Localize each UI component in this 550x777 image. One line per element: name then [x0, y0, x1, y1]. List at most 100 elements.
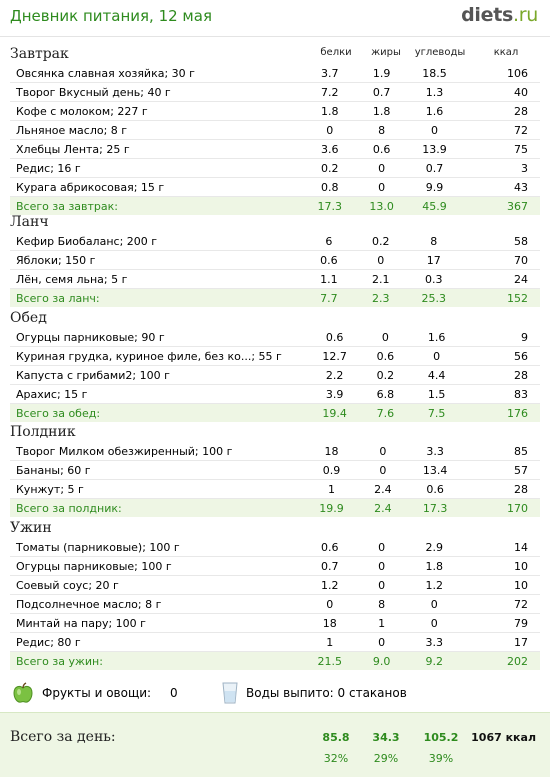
- total-protein: 21.5: [301, 651, 358, 670]
- food-name[interactable]: Овсянка славная хозяйка; 30 г: [10, 64, 302, 83]
- protein-value: 1: [303, 479, 360, 499]
- meal-title-dinner: Обед: [10, 310, 47, 326]
- fat-value: 0.2: [361, 365, 409, 385]
- total-kcal: 152: [462, 288, 540, 307]
- protein-value: 1.8: [301, 101, 358, 121]
- meal-table-lunch: Кефир Биобаланс; 200 г 6 0.2 8 58 Яблоки; 15…: [10, 232, 540, 307]
- fat-value: 1.9: [357, 64, 406, 83]
- table-row: Творог Вкусный день; 40 г 7.2 0.7 1.3 40: [10, 82, 540, 102]
- column-kcal: ккал: [493, 47, 519, 58]
- carbs-value: 0: [405, 594, 463, 614]
- glass-icon: [222, 682, 238, 704]
- food-name[interactable]: Бананы; 60 г: [10, 460, 304, 480]
- meal-title-supper: Ужин: [10, 520, 52, 536]
- carbs-value: 13.9: [405, 139, 464, 159]
- table-row: Кофе с молоком; 227 г 1.8 1.8 1.6 28: [10, 101, 540, 121]
- food-name[interactable]: Капуста с грибами2; 100 г: [10, 365, 308, 385]
- carbs-value: 1.2: [405, 575, 463, 595]
- fat-value: 0: [357, 575, 406, 595]
- kcal-value: 10: [462, 556, 540, 576]
- table-row: Капуста с грибами2; 100 г 2.2 0.2 4.4 28: [10, 365, 540, 385]
- carbs-value: 4.4: [408, 365, 465, 385]
- food-name[interactable]: Подсолнечное масло; 8 г: [10, 594, 302, 614]
- table-row: Соевый соус; 20 г 1.2 0 1.2 10: [10, 575, 540, 595]
- kcal-value: 10: [462, 575, 540, 595]
- total-carbs: 9.2: [405, 651, 463, 670]
- carbs-value: 0: [408, 346, 465, 366]
- carbs-value: 1.6: [408, 328, 465, 347]
- meal-total-row: Всего за ланч: 7.7 2.3 25.3 152: [10, 288, 540, 307]
- food-name[interactable]: Лён, семя льна; 5 г: [10, 269, 302, 289]
- table-row: Куриная грудка, куриное филе, без ко...;…: [10, 346, 540, 366]
- fruit-value: 0: [170, 686, 178, 700]
- table-row: Минтай на пару; 100 г 18 1 0 79: [10, 613, 540, 633]
- food-name[interactable]: Льняное масло; 8 г: [10, 120, 302, 140]
- fat-value: 0.7: [357, 82, 406, 102]
- food-name[interactable]: Огурцы парниковые; 100 г: [10, 556, 302, 576]
- kcal-value: 43: [463, 177, 540, 197]
- food-name[interactable]: Хлебцы Лента; 25 г: [10, 139, 302, 159]
- kcal-value: 17: [462, 632, 540, 652]
- food-name[interactable]: Томаты (парниковые); 100 г: [10, 538, 302, 557]
- kcal-value: 28: [463, 479, 540, 499]
- kcal-value: 58: [462, 232, 540, 251]
- day-protein: 85.8: [322, 731, 350, 744]
- meal-title-snack: Полдник: [10, 424, 76, 440]
- carbs-value: 0: [405, 120, 464, 140]
- food-name[interactable]: Творог Милком обезжиренный; 100 г: [10, 442, 304, 461]
- water-label: Воды выпито: 0 стаканов: [246, 686, 407, 700]
- protein-value: 3.6: [301, 139, 358, 159]
- food-name[interactable]: Куриная грудка, куриное филе, без ко...;…: [10, 346, 308, 366]
- extras-bar: Фрукты и овощи: 0 Воды выпито: 0 стакано…: [12, 682, 542, 706]
- food-name[interactable]: Минтай на пару; 100 г: [10, 613, 302, 633]
- table-row: Лён, семя льна; 5 г 1.1 2.1 0.3 24: [10, 269, 540, 289]
- table-row: Подсолнечное масло; 8 г 0 8 0 72: [10, 594, 540, 614]
- total-carbs: 25.3: [404, 288, 463, 307]
- fat-value: 0: [357, 556, 406, 576]
- page-header: Дневник питания, 12 мая diets.ru: [0, 0, 550, 37]
- total-fat: 2.4: [359, 498, 407, 517]
- table-row: Хлебцы Лента; 25 г 3.6 0.6 13.9 75: [10, 139, 540, 159]
- carbs-value: 8: [404, 232, 463, 251]
- meal-title-lunch: Ланч: [10, 214, 49, 230]
- food-name[interactable]: Арахис; 15 г: [10, 384, 308, 404]
- carbs-value: 1.6: [405, 101, 464, 121]
- fat-value: 6.8: [361, 384, 409, 404]
- food-name[interactable]: Яблоки; 150 г: [10, 250, 302, 270]
- fat-value: 0.2: [356, 232, 405, 251]
- site-logo[interactable]: diets.ru: [461, 4, 538, 26]
- carbs-value: 0.7: [405, 158, 464, 178]
- kcal-value: 3: [463, 158, 540, 178]
- fat-value: 0: [356, 250, 405, 270]
- food-name[interactable]: Редис; 16 г: [10, 158, 302, 178]
- day-protein-percent: 32%: [323, 752, 349, 765]
- fat-value: 1: [357, 613, 406, 633]
- food-name[interactable]: Соевый соус; 20 г: [10, 575, 302, 595]
- total-fat: 7.6: [361, 403, 409, 422]
- carbs-value: 17: [404, 250, 463, 270]
- table-row: Овсянка славная хозяйка; 30 г 3.7 1.9 18.5 1…: [10, 64, 540, 83]
- fat-value: 0.6: [361, 346, 409, 366]
- protein-value: 0: [301, 594, 358, 614]
- fat-value: 0: [359, 442, 407, 461]
- food-name[interactable]: Кофе с молоком; 227 г: [10, 101, 302, 121]
- carbs-value: 18.5: [405, 64, 464, 83]
- food-name[interactable]: Огурцы парниковые; 90 г: [10, 328, 308, 347]
- food-name[interactable]: Редис; 80 г: [10, 632, 302, 652]
- protein-value: 18: [303, 442, 360, 461]
- protein-value: 0.6: [301, 538, 358, 557]
- total-carbs: 17.3: [406, 498, 464, 517]
- fat-value: 8: [357, 120, 406, 140]
- total-fat: 2.3: [356, 288, 405, 307]
- food-name[interactable]: Кефир Биобаланс; 200 г: [10, 232, 302, 251]
- day-fat: 34.3: [372, 731, 400, 744]
- food-name[interactable]: Творог Вкусный день; 40 г: [10, 82, 302, 102]
- fat-value: 2.1: [356, 269, 405, 289]
- kcal-value: 75: [463, 139, 540, 159]
- fat-value: 1.8: [357, 101, 406, 121]
- fat-value: 2.4: [359, 479, 407, 499]
- food-name[interactable]: Курага абрикосовая; 15 г: [10, 177, 302, 197]
- food-name[interactable]: Кунжут; 5 г: [10, 479, 304, 499]
- table-row: Бананы; 60 г 0.9 0 13.4 57: [10, 460, 540, 480]
- table-row: Редис; 16 г 0.2 0 0.7 3: [10, 158, 540, 178]
